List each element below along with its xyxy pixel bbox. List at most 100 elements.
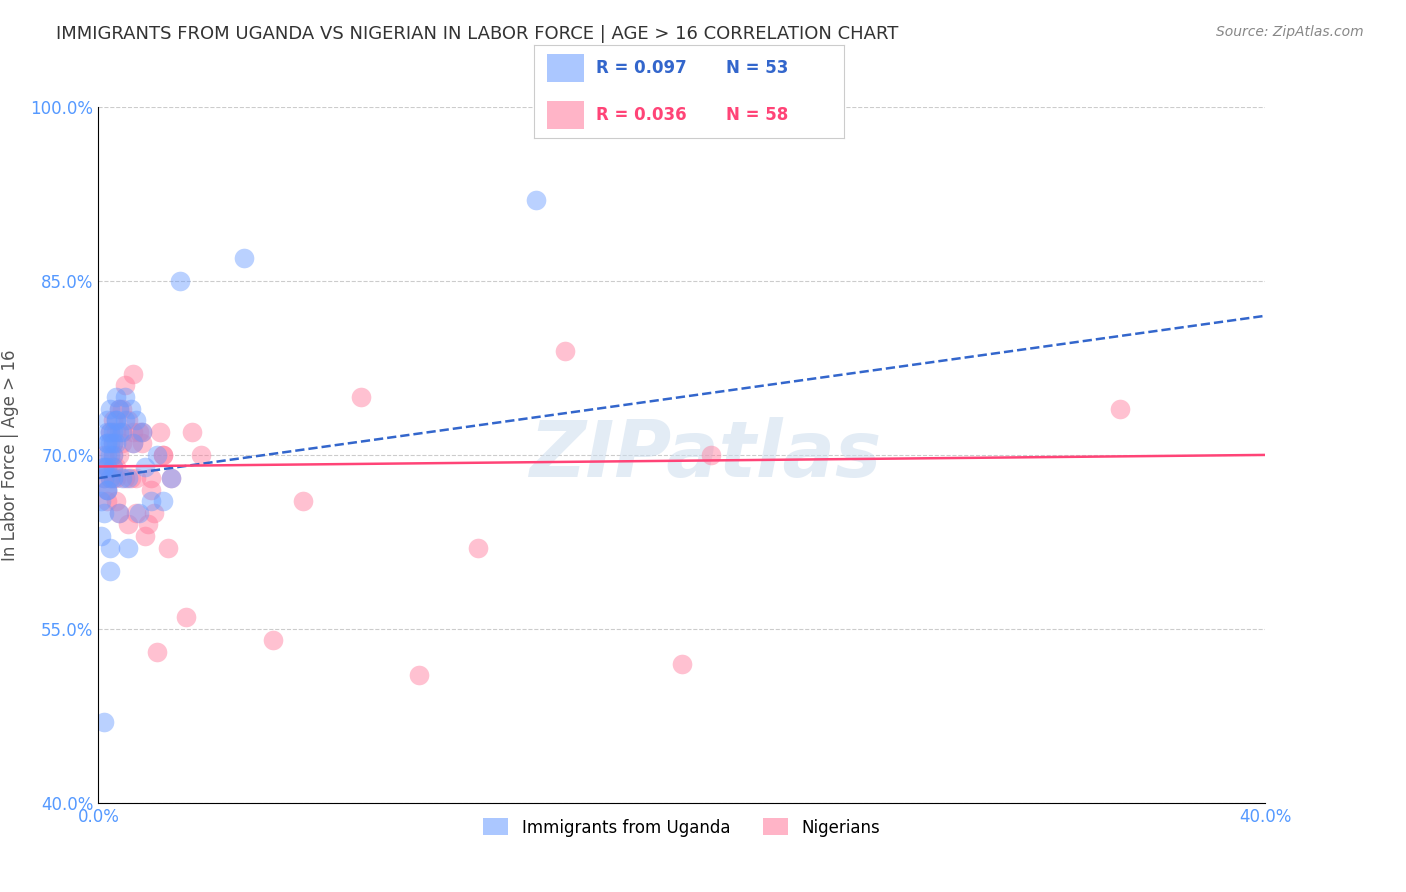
Point bbox=[96, 448, 118, 462]
Legend: Immigrants from Uganda, Nigerians: Immigrants from Uganda, Nigerians bbox=[477, 812, 887, 843]
Point bbox=[139, 471, 162, 485]
Point bbox=[134, 529, 156, 543]
Point bbox=[93, 471, 115, 485]
Point bbox=[90, 494, 112, 508]
Bar bbox=[547, 54, 583, 82]
Point bbox=[111, 471, 134, 485]
Point bbox=[96, 459, 118, 474]
Point bbox=[98, 425, 121, 439]
Y-axis label: In Labor Force | Age > 16: In Labor Force | Age > 16 bbox=[1, 349, 20, 561]
Point bbox=[157, 541, 180, 555]
Point bbox=[262, 633, 284, 648]
Point bbox=[96, 436, 118, 450]
Point bbox=[111, 425, 134, 439]
Point bbox=[671, 657, 693, 671]
Point bbox=[101, 459, 124, 474]
Point bbox=[90, 529, 112, 543]
Point bbox=[101, 459, 124, 474]
Point bbox=[98, 425, 121, 439]
Point bbox=[111, 425, 134, 439]
Point bbox=[96, 436, 118, 450]
Point bbox=[554, 343, 576, 358]
Point bbox=[98, 471, 121, 485]
Point bbox=[101, 436, 124, 450]
Point bbox=[98, 541, 121, 555]
Point bbox=[108, 506, 131, 520]
Point bbox=[93, 506, 115, 520]
Point bbox=[152, 494, 174, 508]
Point bbox=[125, 471, 148, 485]
Point bbox=[146, 448, 169, 462]
Point bbox=[114, 471, 136, 485]
Point bbox=[408, 668, 430, 682]
Point bbox=[160, 471, 183, 485]
Point bbox=[111, 401, 134, 416]
Point bbox=[117, 541, 139, 555]
Point bbox=[93, 714, 115, 729]
Point bbox=[96, 459, 118, 474]
Point bbox=[131, 425, 153, 439]
Point bbox=[108, 401, 131, 416]
Point bbox=[152, 448, 174, 462]
Point bbox=[1108, 401, 1130, 416]
Point bbox=[96, 413, 118, 427]
Point bbox=[467, 541, 489, 555]
Text: R = 0.036: R = 0.036 bbox=[596, 106, 686, 124]
Point bbox=[104, 390, 127, 404]
Point bbox=[111, 436, 134, 450]
Point bbox=[104, 425, 127, 439]
Text: IMMIGRANTS FROM UGANDA VS NIGERIAN IN LABOR FORCE | AGE > 16 CORRELATION CHART: IMMIGRANTS FROM UGANDA VS NIGERIAN IN LA… bbox=[56, 25, 898, 43]
Point bbox=[122, 436, 145, 450]
Point bbox=[125, 506, 148, 520]
Point bbox=[700, 448, 723, 462]
Point bbox=[93, 471, 115, 485]
Point bbox=[96, 425, 118, 439]
Text: ZIPatlas: ZIPatlas bbox=[529, 417, 882, 493]
Point bbox=[117, 413, 139, 427]
Point bbox=[122, 425, 145, 439]
Point bbox=[101, 448, 124, 462]
Point bbox=[98, 564, 121, 578]
Point bbox=[101, 425, 124, 439]
Point bbox=[98, 436, 121, 450]
Point bbox=[96, 483, 118, 497]
Text: Source: ZipAtlas.com: Source: ZipAtlas.com bbox=[1216, 25, 1364, 39]
Point bbox=[108, 401, 131, 416]
Point bbox=[101, 471, 124, 485]
Point bbox=[122, 367, 145, 381]
Point bbox=[101, 436, 124, 450]
Point bbox=[117, 471, 139, 485]
Point bbox=[180, 425, 202, 439]
Point bbox=[190, 448, 212, 462]
Point bbox=[350, 390, 373, 404]
Point bbox=[101, 413, 124, 427]
Point bbox=[149, 425, 172, 439]
Point bbox=[131, 425, 153, 439]
Point bbox=[104, 413, 127, 427]
Point bbox=[142, 506, 165, 520]
Point bbox=[96, 494, 118, 508]
Point bbox=[108, 506, 131, 520]
Bar bbox=[547, 101, 583, 129]
Point bbox=[160, 471, 183, 485]
Point bbox=[117, 517, 139, 532]
Point bbox=[174, 610, 197, 624]
Point bbox=[98, 401, 121, 416]
Point bbox=[98, 448, 121, 462]
Point bbox=[104, 494, 127, 508]
Point bbox=[114, 413, 136, 427]
Point bbox=[104, 436, 127, 450]
Point bbox=[136, 517, 159, 532]
Point bbox=[291, 494, 314, 508]
Point bbox=[93, 459, 115, 474]
Text: N = 53: N = 53 bbox=[725, 59, 789, 77]
Point bbox=[152, 448, 174, 462]
Point bbox=[524, 193, 547, 207]
Point bbox=[93, 459, 115, 474]
Point bbox=[114, 390, 136, 404]
Point bbox=[104, 459, 127, 474]
Point bbox=[122, 436, 145, 450]
Point bbox=[96, 483, 118, 497]
Point bbox=[93, 448, 115, 462]
Point bbox=[131, 436, 153, 450]
